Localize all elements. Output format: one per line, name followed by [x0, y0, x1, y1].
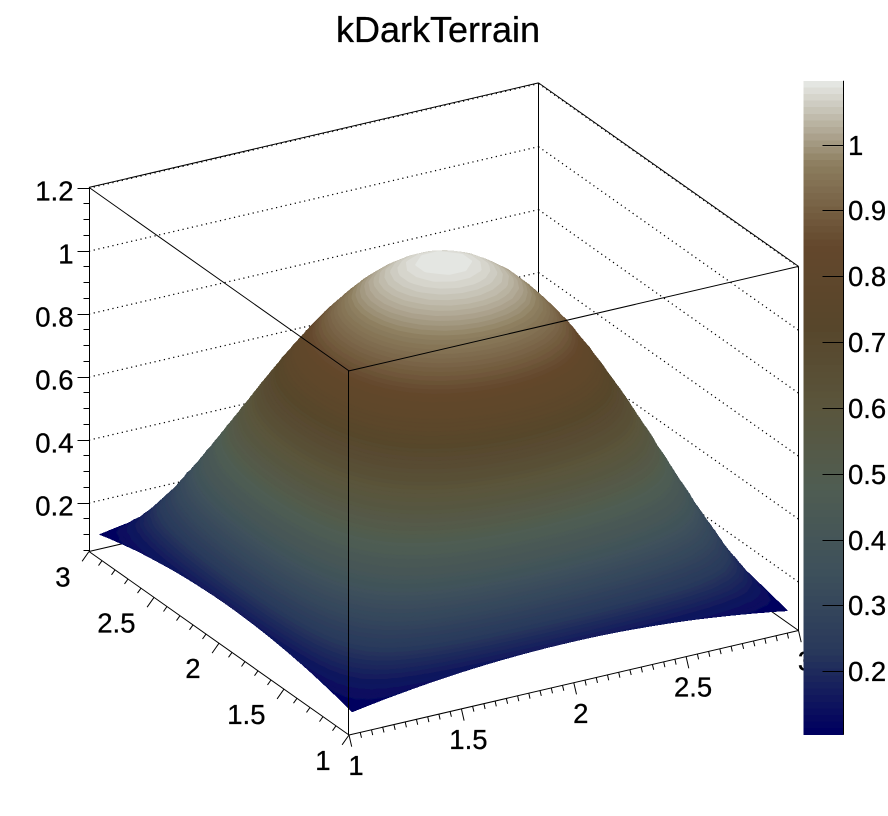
svg-text:2.5: 2.5 [97, 607, 135, 638]
svg-text:0.6: 0.6 [848, 393, 886, 424]
svg-text:1: 1 [848, 130, 863, 161]
svg-text:0.3: 0.3 [848, 590, 886, 621]
svg-text:1.5: 1.5 [449, 724, 487, 755]
svg-text:0.4: 0.4 [848, 525, 886, 556]
svg-text:1.5: 1.5 [227, 699, 265, 730]
svg-text:0.2: 0.2 [848, 656, 886, 687]
svg-text:1.2: 1.2 [35, 176, 73, 207]
svg-text:0.8: 0.8 [848, 261, 886, 292]
svg-text:kDarkTerrain: kDarkTerrain [336, 9, 540, 50]
svg-text:0.5: 0.5 [848, 459, 886, 490]
svg-text:0.2: 0.2 [35, 491, 73, 522]
svg-text:0.6: 0.6 [35, 365, 73, 396]
svg-text:0.4: 0.4 [35, 428, 73, 459]
svg-text:0.7: 0.7 [848, 327, 886, 358]
svg-text:3: 3 [55, 562, 70, 593]
svg-text:1: 1 [348, 750, 363, 781]
svg-text:1: 1 [315, 745, 330, 776]
svg-text:0.8: 0.8 [35, 302, 73, 333]
svg-text:0.9: 0.9 [848, 195, 886, 226]
svg-text:1: 1 [58, 239, 73, 270]
svg-text:2: 2 [185, 653, 200, 684]
svg-text:2.5: 2.5 [674, 672, 712, 703]
svg-text:2: 2 [573, 698, 588, 729]
